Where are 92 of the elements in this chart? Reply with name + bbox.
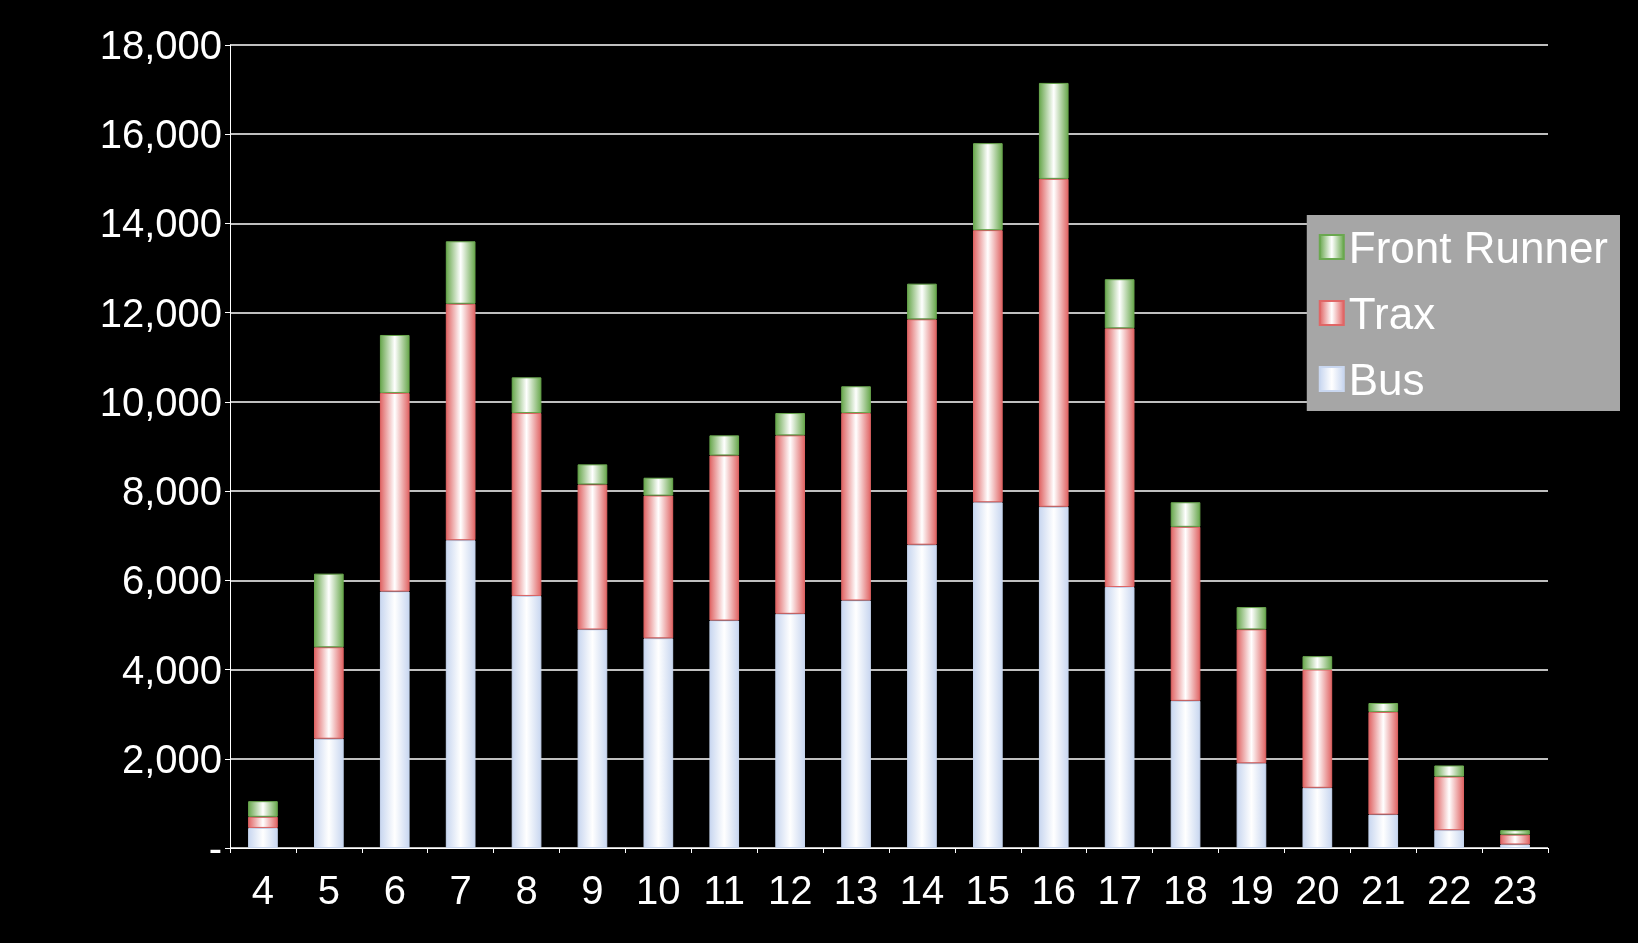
bar — [1170, 526, 1201, 701]
y-tick-label: 10,000 — [99, 379, 222, 424]
bar — [248, 801, 278, 817]
bar — [314, 573, 344, 648]
bar — [1302, 656, 1333, 670]
bar — [248, 827, 278, 848]
bar — [1038, 178, 1069, 507]
x-tick-label: 17 — [1097, 868, 1142, 912]
y-tick-label: - — [208, 826, 222, 870]
bar — [841, 413, 871, 601]
bar — [1104, 328, 1135, 588]
bar — [643, 477, 674, 496]
x-tick-label: 13 — [833, 868, 879, 912]
bar — [841, 600, 871, 848]
bar — [1038, 506, 1069, 848]
y-tick-label: 16,000 — [99, 112, 222, 157]
x-tick-label: 20 — [1295, 868, 1340, 912]
bar — [1500, 834, 1530, 845]
x-tick-label: 16 — [1031, 868, 1076, 912]
bar — [643, 638, 674, 848]
bar — [379, 591, 410, 848]
bar — [709, 455, 740, 621]
bar — [379, 334, 410, 393]
bar — [841, 386, 871, 414]
x-tick-label: 10 — [636, 868, 681, 912]
y-tick-label: 4,000 — [121, 647, 222, 692]
x-tick-label: 15 — [965, 868, 1011, 912]
bar — [314, 738, 344, 848]
x-tick-label: 18 — [1163, 868, 1208, 912]
bar — [445, 241, 476, 304]
bar — [1104, 587, 1135, 848]
bar — [643, 495, 674, 639]
bar — [709, 620, 740, 848]
bar — [1170, 700, 1201, 848]
bar — [775, 413, 805, 436]
x-tick-label: 4 — [251, 868, 275, 912]
bar — [1434, 765, 1464, 777]
bar — [1236, 629, 1267, 764]
x-tick-label: 22 — [1426, 868, 1472, 912]
y-tick-label: 2,000 — [121, 736, 222, 781]
bar — [1500, 830, 1530, 835]
bar — [1038, 82, 1069, 179]
x-tick-label: 14 — [899, 868, 945, 912]
x-tick-label: 9 — [581, 868, 604, 912]
bar — [1104, 279, 1135, 329]
bar — [511, 377, 542, 414]
x-tick-label: 11 — [703, 868, 746, 912]
bar — [775, 613, 805, 848]
bar — [1368, 814, 1399, 848]
bar — [511, 595, 542, 848]
legend-label: Bus — [1348, 354, 1425, 404]
bar — [1368, 703, 1399, 712]
x-tick-label: 8 — [515, 868, 538, 912]
bar — [907, 319, 937, 545]
bar — [314, 647, 344, 739]
bar — [973, 230, 1003, 503]
x-tick-label: 7 — [449, 868, 472, 912]
legend-label: Front Runner — [1348, 222, 1608, 272]
bar — [1236, 763, 1267, 848]
y-tick-label: 18,000 — [99, 23, 222, 67]
bar — [973, 502, 1003, 848]
bar — [907, 544, 937, 848]
bar — [1236, 607, 1267, 630]
x-tick-label: 12 — [767, 868, 813, 912]
bar — [248, 816, 278, 828]
bar — [709, 435, 740, 456]
bar — [907, 283, 937, 320]
bar — [1302, 669, 1333, 788]
bar — [445, 303, 476, 541]
bar — [1170, 502, 1201, 527]
bar — [1434, 776, 1464, 831]
y-tick-label: 6,000 — [121, 558, 222, 603]
bar — [1434, 830, 1464, 848]
x-tick-label: 5 — [317, 868, 340, 912]
y-tick-label: 12,000 — [99, 290, 222, 335]
bar — [511, 413, 542, 596]
bar — [775, 435, 805, 614]
bar — [1368, 711, 1399, 815]
bar — [445, 540, 476, 848]
x-tick-label: 19 — [1229, 868, 1274, 912]
bar — [577, 484, 608, 630]
y-tick-label: 14,000 — [99, 201, 222, 246]
x-tick-label: 23 — [1492, 868, 1538, 912]
bar — [1302, 787, 1333, 848]
bar — [973, 143, 1003, 231]
bar — [577, 464, 608, 485]
bar — [577, 629, 608, 848]
x-tick-label: 21 — [1361, 868, 1406, 912]
x-tick-label: 6 — [383, 868, 406, 912]
legend-label: Trax — [1348, 288, 1436, 338]
bar — [379, 392, 410, 592]
y-tick-label: 8,000 — [121, 469, 222, 514]
